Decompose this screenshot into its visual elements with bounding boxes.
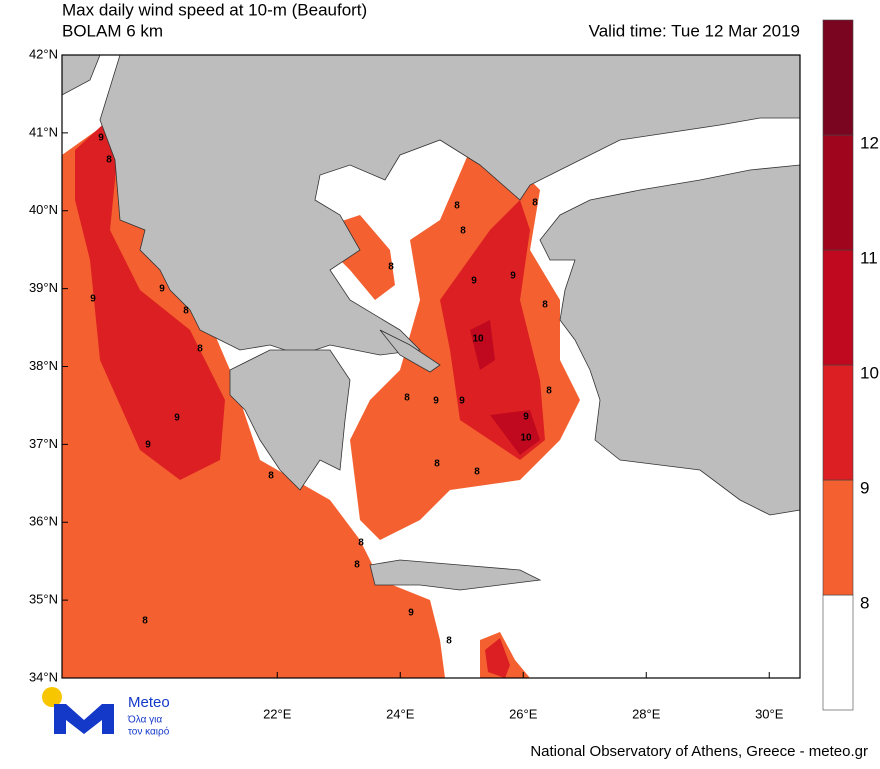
contour-label: 8 [434,459,440,470]
lat-tick-label: 34°N [29,669,58,684]
lon-tick-label: 22°E [263,706,292,721]
contour-label: 8 [404,393,410,404]
colorbar-label: 10 [860,363,879,382]
lat-tick-label: 37°N [29,436,58,451]
euboea [379,329,441,373]
field-9-10 [75,118,225,480]
turkey [539,164,801,516]
lon-tick-label: 24°E [386,706,415,721]
contour-label: 8 [454,201,460,212]
title: Max daily wind speed at 10-m (Beaufort) [62,0,367,19]
field-9-10 [485,638,510,678]
contour-label: 8 [354,560,360,571]
logo: Meteo Όλα για τον καιρό [42,687,170,738]
contour-label: 9 [145,440,151,451]
colorbar-label: 8 [860,593,869,612]
contour-label: 10 [520,433,532,444]
colorbar-segment [822,364,854,481]
colorbar-label: 12 [860,133,879,152]
contour-label: 8 [142,616,148,627]
balkans [99,54,801,356]
lat-tick-label: 36°N [29,514,58,529]
contour-label: 8 [197,344,203,355]
contour-label: 9 [523,412,529,423]
colorbar-segment [822,594,854,711]
logo-slogan: Όλα για [127,715,162,726]
lat-tick-label: 38°N [29,358,58,373]
contour-label: 9 [159,284,165,295]
contour-label: 8 [388,262,394,273]
contour-label: 9 [510,271,516,282]
contour-label: 8 [546,386,552,397]
land [61,54,801,591]
logo-slogan: τον καιρό [128,726,170,738]
footer: National Observatory of Athens, Greece -… [530,743,868,760]
field-8-9 [380,598,435,632]
lon-tick-label: 26°E [509,706,538,721]
contour-label: 9 [90,294,96,305]
peloponnese [229,349,351,491]
contour-label: 10 [472,334,484,345]
logo-mark [54,704,114,734]
field-10-11 [470,320,495,370]
lat-tick-label: 39°N [29,280,58,295]
contour-label: 8 [532,198,538,209]
logo-sun [42,687,62,707]
valid-time: Valid time: Tue 12 Mar 2019 [589,21,800,40]
contour-label: 9 [471,276,477,287]
contour-label: 8 [474,467,480,478]
colorbar-segment [822,134,854,251]
contour-label: 9 [459,396,465,407]
contour-label: 9 [433,396,439,407]
contour-label: 8 [460,226,466,237]
lat-tick-label: 42°N [29,46,58,61]
subtitle: BOLAM 6 km [62,21,163,40]
contour-label: 8 [446,636,452,647]
logo-name: Meteo [128,694,170,711]
colorbar-segment [822,479,854,596]
contour-label: 8 [183,306,189,317]
crete [369,559,542,591]
contour-label: 8 [106,155,112,166]
contour-label: 9 [98,133,104,144]
field-9-10 [440,200,545,460]
colorbar-segment [822,249,854,366]
lat-tick-label: 41°N [29,124,58,139]
contour-label: 8 [542,300,548,311]
contour-label: 8 [358,538,364,549]
colorbar-segment [822,19,854,136]
lon-tick-label: 30°E [755,706,784,721]
colorbar-label: 9 [860,478,869,497]
lat-tick-label: 40°N [29,202,58,217]
lat-tick-label: 35°N [29,592,58,607]
contour-label: 9 [174,413,180,424]
contour-label: 9 [408,608,414,619]
contour-label: 8 [268,471,274,482]
colorbar-label: 11 [860,248,878,267]
lon-tick-label: 28°E [632,706,661,721]
field-10-11 [490,410,540,455]
